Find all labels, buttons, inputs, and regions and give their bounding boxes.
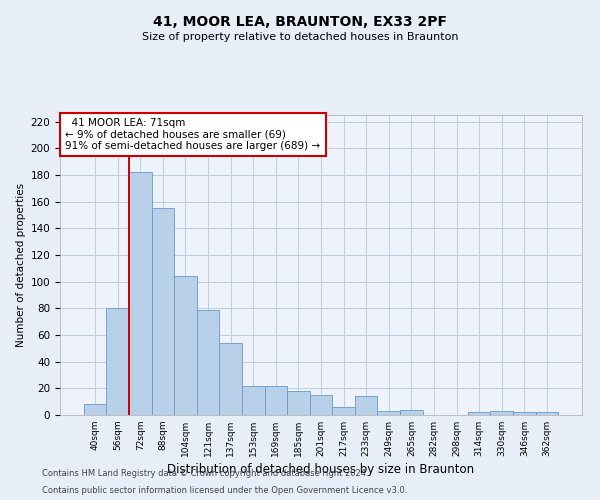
Y-axis label: Number of detached properties: Number of detached properties [16,183,26,347]
Bar [84,404,106,415]
Bar [332,407,355,415]
Bar [513,412,536,415]
Text: 41, MOOR LEA, BRAUNTON, EX33 2PF: 41, MOOR LEA, BRAUNTON, EX33 2PF [153,15,447,29]
Bar [468,412,490,415]
Bar [220,343,242,415]
Bar [152,208,174,415]
Bar [536,412,558,415]
Bar [355,396,377,415]
Bar [377,411,400,415]
Bar [106,308,129,415]
Bar [490,411,513,415]
Bar [242,386,265,415]
Text: Contains public sector information licensed under the Open Government Licence v3: Contains public sector information licen… [42,486,407,495]
X-axis label: Distribution of detached houses by size in Braunton: Distribution of detached houses by size … [167,463,475,476]
Bar [265,386,287,415]
Bar [197,310,220,415]
Bar [174,276,197,415]
Bar [129,172,152,415]
Bar [400,410,422,415]
Text: 41 MOOR LEA: 71sqm
← 9% of detached houses are smaller (69)
91% of semi-detached: 41 MOOR LEA: 71sqm ← 9% of detached hous… [65,118,320,151]
Bar [287,391,310,415]
Text: Size of property relative to detached houses in Braunton: Size of property relative to detached ho… [142,32,458,42]
Text: Contains HM Land Registry data © Crown copyright and database right 2024.: Contains HM Land Registry data © Crown c… [42,468,368,477]
Bar [310,395,332,415]
